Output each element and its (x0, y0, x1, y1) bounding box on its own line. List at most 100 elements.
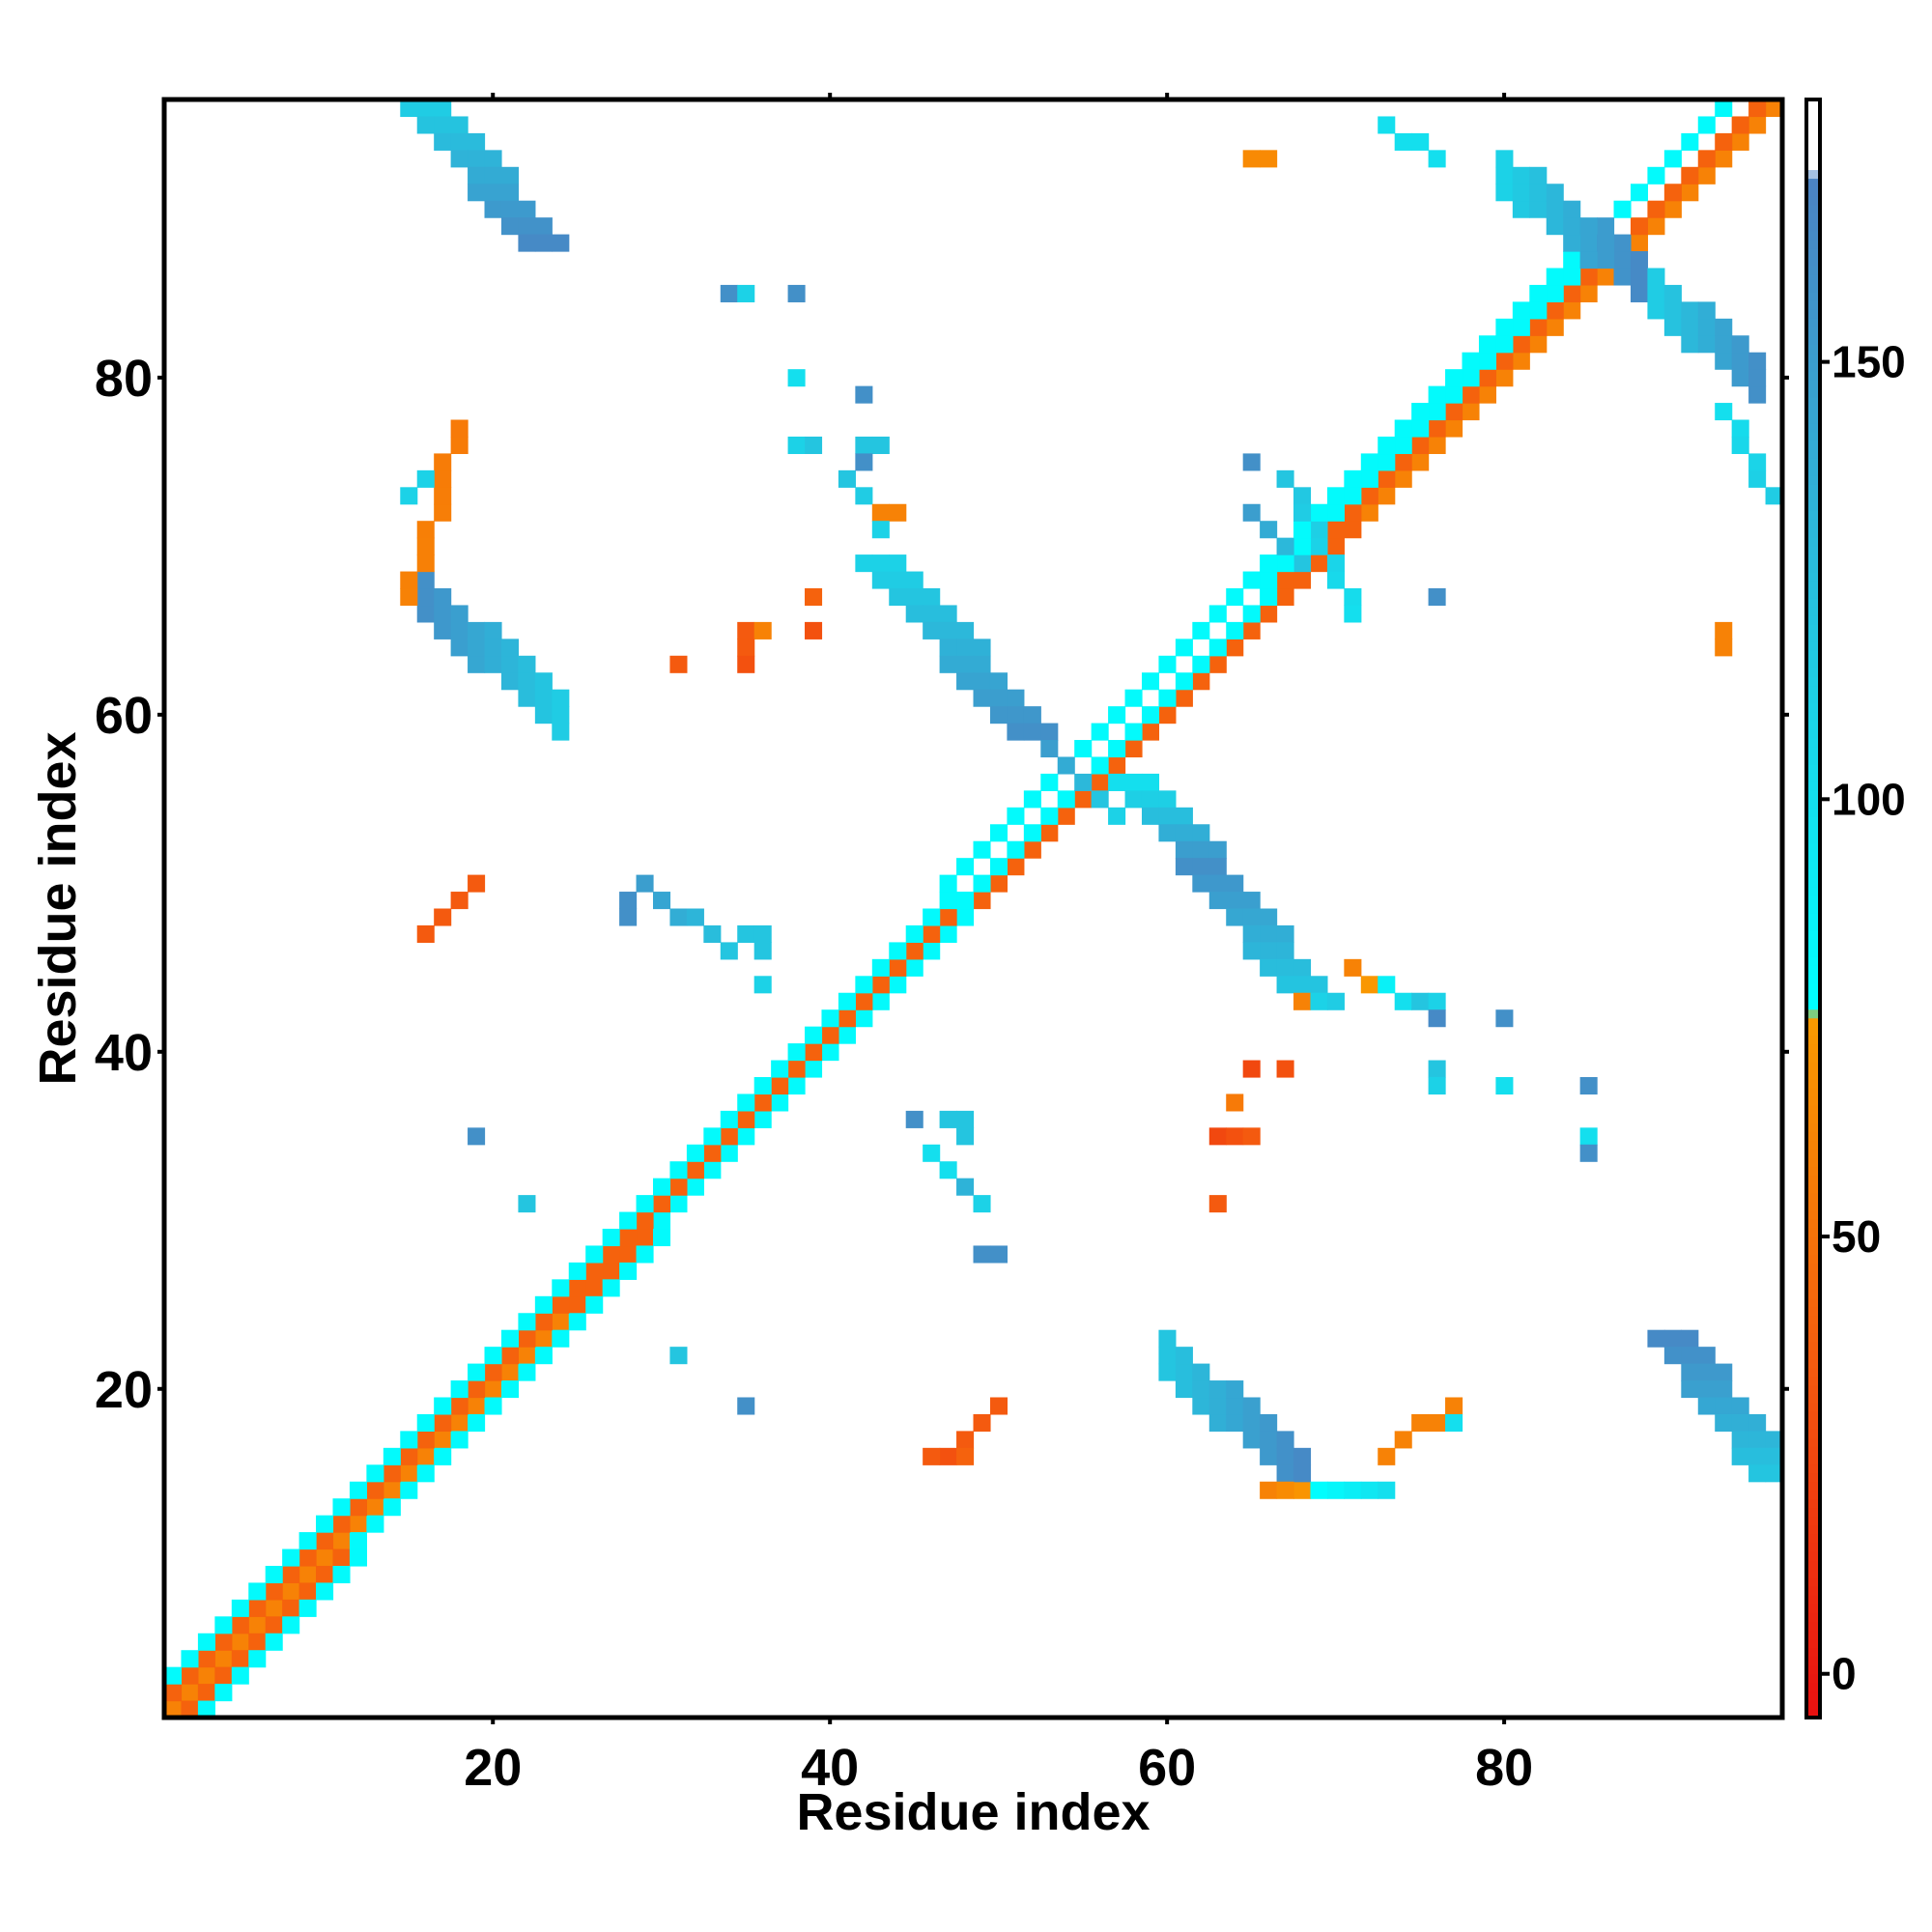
heatmap-cell (855, 385, 873, 404)
colorbar-band (1806, 1131, 1820, 1142)
heatmap-cell (838, 992, 856, 1010)
colorbar-band (1806, 965, 1820, 975)
heatmap-cell (871, 521, 890, 539)
y-axis-label: Residue index (29, 731, 87, 1085)
colorbar-band (1806, 99, 1820, 109)
heatmap-cell (1260, 587, 1278, 607)
colorbar-band (1806, 633, 1820, 642)
y-axis-ticks: 20 40 60 80 (95, 350, 1789, 1419)
heatmap-cell (1715, 621, 1733, 639)
heatmap-cell (1411, 419, 1430, 438)
heatmap-cell (871, 503, 890, 522)
heatmap-cell (821, 1026, 839, 1044)
colorbar-band (1806, 868, 1820, 879)
heatmap-cell (1007, 706, 1025, 724)
heatmap-cell (1158, 1329, 1177, 1348)
colorbar-band (1806, 1656, 1820, 1666)
colorbar-band (1806, 274, 1820, 284)
heatmap-cell (316, 1582, 334, 1601)
heatmap-cell (552, 1279, 570, 1297)
heatmap-cell (973, 655, 991, 673)
colorbar-band (1806, 510, 1820, 521)
heatmap-cell (703, 1161, 722, 1179)
heatmap-cell (416, 99, 435, 118)
colorbar-band (1806, 650, 1820, 661)
heatmap-cell (1108, 740, 1126, 758)
heatmap-cell (534, 672, 553, 691)
heatmap-cell (753, 1076, 772, 1095)
heatmap-cell (1428, 385, 1446, 404)
heatmap-cell (248, 1616, 267, 1634)
colorbar-band (1806, 1446, 1820, 1456)
heatmap-cell (1663, 1347, 1682, 1365)
heatmap-cell (568, 1262, 586, 1280)
colorbar-band (1806, 1105, 1820, 1115)
heatmap-cell (1175, 639, 1193, 657)
heatmap-cell (1326, 503, 1345, 522)
colorbar-band (1806, 571, 1820, 582)
colorbar-band (1806, 283, 1820, 293)
heatmap-cell (1158, 689, 1177, 707)
heatmap-cell (1663, 284, 1682, 302)
heatmap-cell (1613, 251, 1632, 270)
colorbar-band (1806, 501, 1820, 512)
heatmap-cell (1007, 689, 1025, 707)
heatmap-cell (720, 942, 738, 960)
heatmap-cell (619, 892, 638, 910)
heatmap-cell (1344, 958, 1362, 977)
colorbar-band (1806, 1070, 1820, 1080)
heatmap-cell (484, 621, 502, 639)
heatmap-cell (1495, 166, 1514, 185)
heatmap-cell (1579, 234, 1598, 252)
heatmap-cell (956, 1127, 975, 1146)
colorbar-band (1806, 895, 1820, 905)
heatmap-cell (416, 469, 435, 488)
heatmap-cell (855, 976, 873, 994)
heatmap-cell (1681, 1347, 1699, 1365)
heatmap-cell (282, 1616, 300, 1634)
colorbar-band (1806, 685, 1820, 696)
heatmap-cell (1141, 723, 1160, 741)
heatmap-cell (1512, 318, 1530, 336)
heatmap-cell (1647, 1329, 1665, 1348)
heatmap-cell (1731, 335, 1749, 354)
colorbar-band (1806, 1604, 1820, 1613)
heatmap-cell (737, 284, 755, 302)
heatmap-cell (1428, 150, 1446, 168)
heatmap-cell (956, 1447, 975, 1465)
colorbar-band (1806, 1227, 1820, 1237)
heatmap-cell (484, 639, 502, 657)
colorbar-band (1806, 624, 1820, 634)
heatmap-cell (753, 1094, 772, 1112)
heatmap-cell (1529, 301, 1548, 320)
heatmap-cell (468, 1363, 486, 1381)
heatmap-cell (619, 1262, 638, 1280)
heatmap-cell (534, 1295, 553, 1314)
heatmap-cell (787, 284, 806, 302)
heatmap-cell (518, 655, 536, 673)
heatmap-cell (1731, 1447, 1749, 1465)
heatmap-cell (1326, 571, 1345, 589)
x-tick-label: 40 (801, 1739, 859, 1797)
heatmap-cell (468, 132, 486, 151)
heatmap-cell (1310, 537, 1328, 555)
heatmap-cell (1731, 1413, 1749, 1432)
heatmap-cell (450, 419, 469, 438)
heatmap-cell (1226, 1094, 1244, 1112)
colorbar-band (1806, 186, 1820, 197)
heatmap-cell (669, 908, 688, 926)
colorbar-band (1806, 825, 1820, 836)
heatmap-cell (787, 1076, 806, 1095)
colorbar-band (1806, 309, 1820, 319)
heatmap-cell (1428, 587, 1446, 607)
y-tick-label: 80 (95, 350, 153, 408)
heatmap-cell (1529, 166, 1548, 185)
heatmap-cell (737, 924, 755, 943)
heatmap-cell (1378, 976, 1396, 994)
colorbar-band (1806, 1315, 1820, 1325)
heatmap-cell (518, 234, 536, 252)
colorbar-band (1806, 580, 1820, 590)
heatmap-cell (400, 1464, 418, 1483)
heatmap-cell (1512, 301, 1530, 320)
heatmap-cell (1715, 335, 1733, 354)
